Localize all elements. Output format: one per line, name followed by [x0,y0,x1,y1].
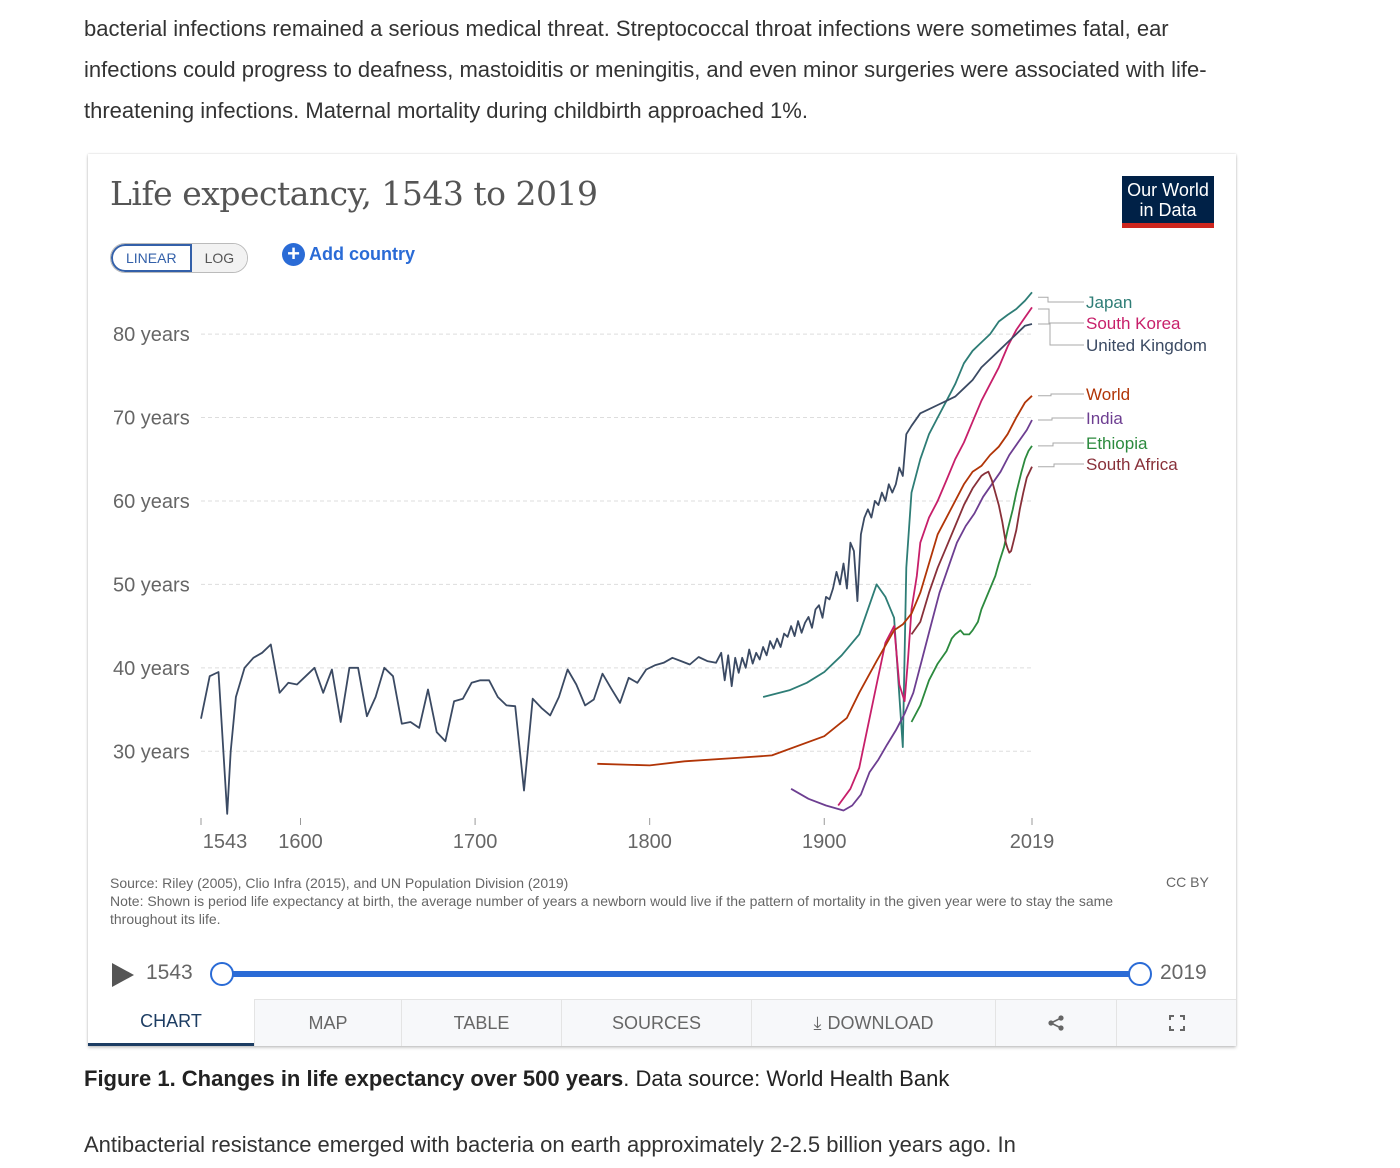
fullscreen-icon [1168,1015,1185,1031]
x-tick-label: 1700 [453,831,498,853]
y-axis: 30 years 40 years 50 years 60 years 70 years… [113,324,190,763]
license-label[interactable]: CC BY [1166,874,1209,890]
timeline-start-year: 1543 [146,961,193,984]
tab-map[interactable]: MAP [254,999,401,1046]
series-line-united-kingdom[interactable] [200,323,1033,815]
y-tick-label: 50 years [113,574,190,596]
legend-connector [1038,442,1084,447]
series-lines [200,291,1033,815]
add-country-button[interactable]: + Add country [282,243,415,266]
legend-label[interactable]: World [1086,385,1130,404]
series-line-south-africa[interactable] [910,466,1033,635]
life-expectancy-chart: 30 years 40 years 50 years 60 years 70 years… [113,291,1207,853]
legend-label[interactable]: India [1086,409,1123,428]
legend-connector [1038,463,1084,468]
series-line-ethiopia[interactable] [910,445,1033,723]
timeline-end-handle[interactable] [1128,962,1152,986]
timeline: 1543 2019 [110,956,1214,992]
legend-connector [1038,308,1084,324]
intro-paragraph: bacterial infections remained a serious … [84,16,1207,123]
series-line-india[interactable] [790,419,1033,812]
figure-caption: Figure 1. Changes in life expectancy ove… [84,1066,949,1092]
add-country-label: Add country [309,244,415,264]
timeline-start-handle[interactable] [210,962,234,986]
legend: Japan South Korea United Kingdom World India… [1038,293,1207,474]
y-tick-label: 80 years [113,324,190,346]
legend-label[interactable]: United Kingdom [1086,336,1207,355]
tab-sources[interactable]: SOURCES [561,999,751,1046]
legend-label[interactable]: Japan [1086,293,1132,312]
legend-connector [1038,323,1084,346]
timeline-end-year: 2019 [1160,961,1207,984]
logo-line-1: Our World [1127,180,1209,200]
series-line-south-korea[interactable] [837,306,1033,807]
legend-label[interactable]: South Korea [1086,314,1181,333]
chart-source-note: Source: Riley (2005), Clio Infra (2015),… [110,874,1170,928]
legend-connector [1038,296,1084,303]
y-tick-label: 60 years [113,491,190,513]
series-line-japan[interactable] [762,291,1033,749]
download-label: DOWNLOAD [827,1012,934,1033]
y-tick-label: 40 years [113,658,190,680]
tab-bar: CHART MAP TABLE SOURCES ⤓ DOWNLOAD [88,999,1236,1046]
chart-title: Life expectancy, 1543 to 2019 [110,174,598,213]
linear-scale-button[interactable]: LINEAR [111,244,192,272]
tab-table[interactable]: TABLE [401,999,561,1046]
share-icon [1048,1015,1064,1031]
timeline-track[interactable] [220,971,1138,977]
share-button[interactable] [995,999,1116,1046]
x-tick-label: 1600 [278,831,323,853]
x-axis: 1543 1600 1700 1800 1900 2019 [200,818,1055,853]
owid-logo[interactable]: Our World in Data [1122,176,1214,228]
legend-connector [1038,417,1084,421]
x-tick-label: 1800 [627,831,672,853]
fullscreen-button[interactable] [1116,999,1236,1046]
grid-lines [201,333,1032,752]
source-text: Source: Riley (2005), Clio Infra (2015),… [110,875,569,891]
log-scale-button[interactable]: LOG [191,244,248,272]
legend-connector [1038,393,1084,397]
download-icon: ⤓ [813,1012,822,1033]
play-icon[interactable] [112,963,134,987]
note-text: Note: Shown is period life expectancy at… [110,893,1114,927]
logo-line-2: in Data [1139,200,1197,220]
plus-circle-icon: + [282,243,305,266]
legend-label[interactable]: South Africa [1086,455,1178,474]
x-tick-label: 1543 [203,831,248,853]
caption-bold: Figure 1. Changes in life expectancy ove… [84,1066,624,1091]
chart-card: Life expectancy, 1543 to 2019 Our World … [88,154,1236,1046]
x-tick-label: 2019 [1010,831,1055,853]
scale-toggle: LINEAR LOG [110,243,249,273]
x-tick-label: 1900 [802,831,847,853]
y-tick-label: 30 years [113,741,190,763]
tab-chart[interactable]: CHART [88,999,254,1046]
following-paragraph: Antibacterial resistance emerged with ba… [84,1132,1016,1157]
y-tick-label: 70 years [113,408,190,430]
series-line-world[interactable] [597,395,1033,767]
legend-label[interactable]: Ethiopia [1086,434,1148,453]
caption-rest: . Data source: World Health Bank [623,1066,950,1091]
tab-download[interactable]: ⤓ DOWNLOAD [751,999,995,1046]
